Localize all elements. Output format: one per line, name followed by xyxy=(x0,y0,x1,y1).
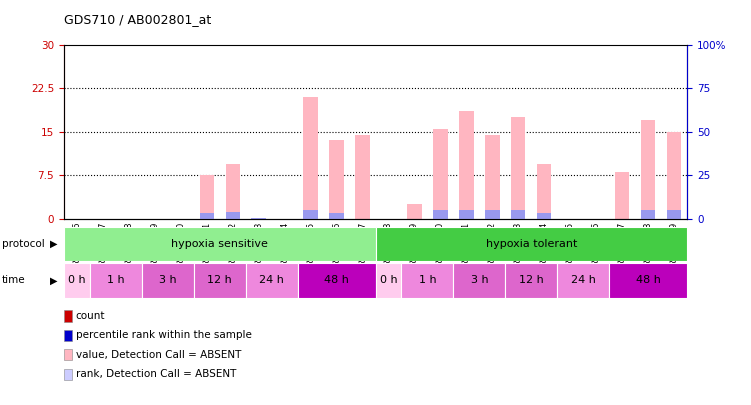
Bar xyxy=(297,263,376,298)
Bar xyxy=(433,129,448,219)
Text: hypoxia tolerant: hypoxia tolerant xyxy=(486,239,577,249)
Text: 48 h: 48 h xyxy=(324,275,349,286)
Bar xyxy=(511,210,526,219)
Bar xyxy=(460,210,474,219)
Bar xyxy=(225,212,240,219)
Bar xyxy=(667,210,681,219)
Bar xyxy=(142,263,194,298)
Bar xyxy=(485,134,499,219)
Bar xyxy=(407,204,421,219)
Bar xyxy=(200,213,214,219)
Bar xyxy=(454,263,505,298)
Text: value, Detection Call = ABSENT: value, Detection Call = ABSENT xyxy=(76,350,241,360)
Bar xyxy=(537,213,551,219)
Text: 0 h: 0 h xyxy=(380,275,397,286)
Bar xyxy=(537,164,551,219)
Text: hypoxia sensitive: hypoxia sensitive xyxy=(171,239,268,249)
Text: 0 h: 0 h xyxy=(68,275,86,286)
Text: count: count xyxy=(76,311,105,321)
Bar xyxy=(511,117,526,219)
Bar xyxy=(330,213,344,219)
Bar xyxy=(330,140,344,219)
Bar xyxy=(303,97,318,219)
Bar xyxy=(200,175,214,219)
Bar xyxy=(667,132,681,219)
Text: percentile rank within the sample: percentile rank within the sample xyxy=(76,330,252,340)
Bar xyxy=(303,210,318,219)
Bar xyxy=(252,217,266,219)
Text: 3 h: 3 h xyxy=(471,275,488,286)
Text: 48 h: 48 h xyxy=(636,275,661,286)
Bar xyxy=(641,210,656,219)
Bar xyxy=(194,263,246,298)
Text: protocol: protocol xyxy=(2,239,44,249)
Bar xyxy=(609,263,687,298)
Bar xyxy=(485,210,499,219)
Text: 12 h: 12 h xyxy=(519,275,544,286)
Text: 3 h: 3 h xyxy=(159,275,176,286)
Bar xyxy=(460,111,474,219)
Bar xyxy=(355,134,369,219)
Text: rank, Detection Call = ABSENT: rank, Detection Call = ABSENT xyxy=(76,369,237,379)
Bar xyxy=(225,164,240,219)
Bar xyxy=(557,263,609,298)
Text: 1 h: 1 h xyxy=(107,275,125,286)
Bar xyxy=(376,263,402,298)
Bar xyxy=(64,227,376,261)
Bar xyxy=(641,120,656,219)
Bar xyxy=(433,210,448,219)
Text: 24 h: 24 h xyxy=(259,275,284,286)
Text: ▶: ▶ xyxy=(50,239,58,249)
Text: 24 h: 24 h xyxy=(571,275,596,286)
Text: 12 h: 12 h xyxy=(207,275,232,286)
Bar xyxy=(402,263,454,298)
Text: time: time xyxy=(2,275,25,286)
Bar xyxy=(246,263,297,298)
Bar xyxy=(376,227,687,261)
Text: GDS710 / AB002801_at: GDS710 / AB002801_at xyxy=(64,13,211,26)
Bar xyxy=(615,172,629,219)
Bar xyxy=(252,217,266,219)
Text: ▶: ▶ xyxy=(50,275,58,286)
Bar xyxy=(90,263,142,298)
Text: 1 h: 1 h xyxy=(418,275,436,286)
Bar xyxy=(64,263,90,298)
Bar xyxy=(505,263,557,298)
